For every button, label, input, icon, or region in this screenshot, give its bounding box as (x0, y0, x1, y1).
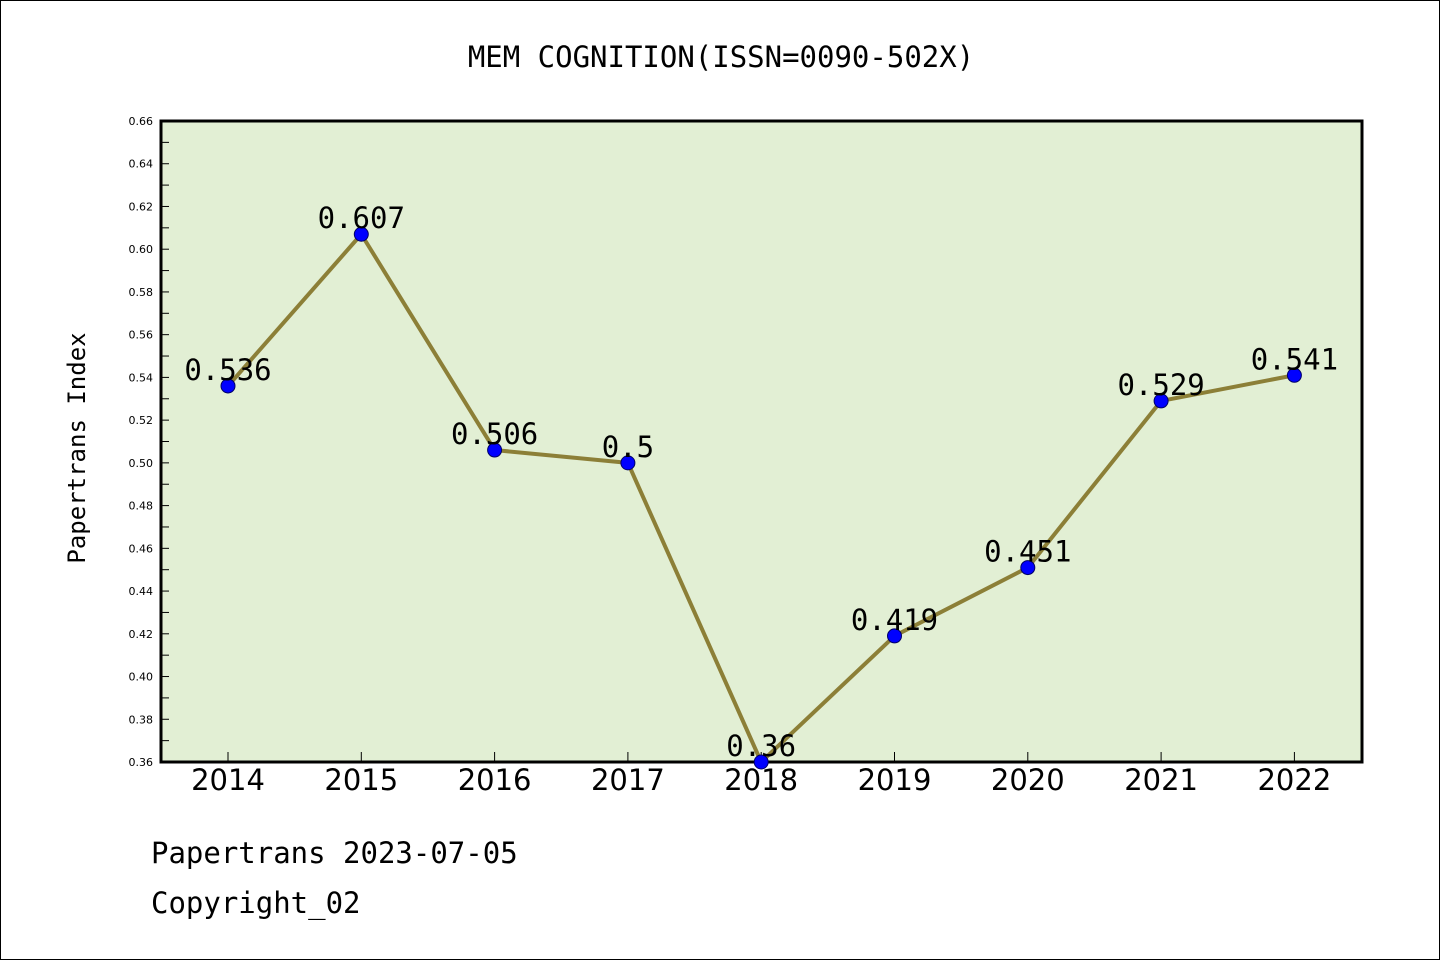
x-tick-label: 2016 (458, 763, 532, 797)
data-label: 0.536 (184, 353, 271, 387)
y-tick-label: 0.54 (129, 371, 154, 384)
y-tick-label: 0.46 (129, 542, 154, 555)
data-label: 0.36 (726, 729, 796, 763)
y-tick-label: 0.42 (129, 628, 154, 641)
data-label: 0.541 (1251, 342, 1338, 376)
data-point-marker (1286, 367, 1302, 383)
x-tick-label: 2017 (591, 763, 665, 797)
y-tick-label: 0.56 (129, 329, 154, 342)
data-point-marker (753, 754, 769, 770)
data-label: 0.451 (984, 535, 1071, 569)
data-point-marker (220, 378, 236, 394)
y-tick-label: 0.66 (129, 115, 154, 128)
x-tick-label: 2019 (858, 763, 932, 797)
footer-date: Papertrans 2023-07-05 (151, 836, 518, 870)
data-series (220, 226, 1302, 770)
data-point-marker (887, 628, 902, 644)
x-tick-label: 2022 (1257, 763, 1331, 797)
data-point-marker (620, 455, 636, 471)
y-tick-label: 0.44 (129, 585, 154, 598)
y-tick-label: 0.38 (129, 713, 154, 726)
y-tick-label: 0.50 (129, 457, 154, 470)
y-axis-ticks: 0.36 0.38 0.40 0.42 0.44 0.46 0.48 0.50 0.52 0.54… (129, 115, 169, 769)
y-tick-label: 0.48 (129, 500, 154, 513)
data-point-marker (1020, 560, 1036, 576)
data-label: 0.529 (1117, 368, 1204, 402)
y-axis-label: Papertrans Index (63, 332, 91, 563)
x-tick-label: 2015 (324, 763, 398, 797)
x-tick-label: 2014 (191, 763, 265, 797)
y-tick-label: 0.36 (129, 756, 154, 769)
y-tick-label: 0.58 (129, 286, 154, 299)
x-tick-label: 2021 (1124, 763, 1198, 797)
data-point-marker (353, 226, 369, 242)
y-tick-label: 0.60 (129, 243, 154, 256)
data-labels: 0.536 0.607 0.506 0.5 0.36 0.419 0.451 0.529 0.5… (184, 201, 1338, 763)
x-tick-label: 2020 (991, 763, 1065, 797)
data-label: 0.5 (602, 430, 654, 464)
y-tick-label: 0.40 (129, 671, 154, 684)
y-tick-label: 0.52 (129, 414, 154, 427)
x-axis-ticks: 2014 2015 2016 2017 2018 2019 2020 2021 2022 (191, 752, 1331, 797)
data-point-marker (487, 442, 503, 458)
y-tick-label: 0.62 (129, 200, 154, 213)
data-label: 0.607 (318, 201, 405, 235)
chart-title: MEM COGNITION(ISSN=0090-502X) (468, 40, 974, 74)
data-label: 0.419 (851, 603, 938, 637)
data-label: 0.506 (451, 417, 538, 451)
footer-copyright: Copyright_02 (151, 886, 361, 920)
y-tick-label: 0.64 (129, 158, 154, 171)
data-point-marker (1153, 393, 1169, 409)
